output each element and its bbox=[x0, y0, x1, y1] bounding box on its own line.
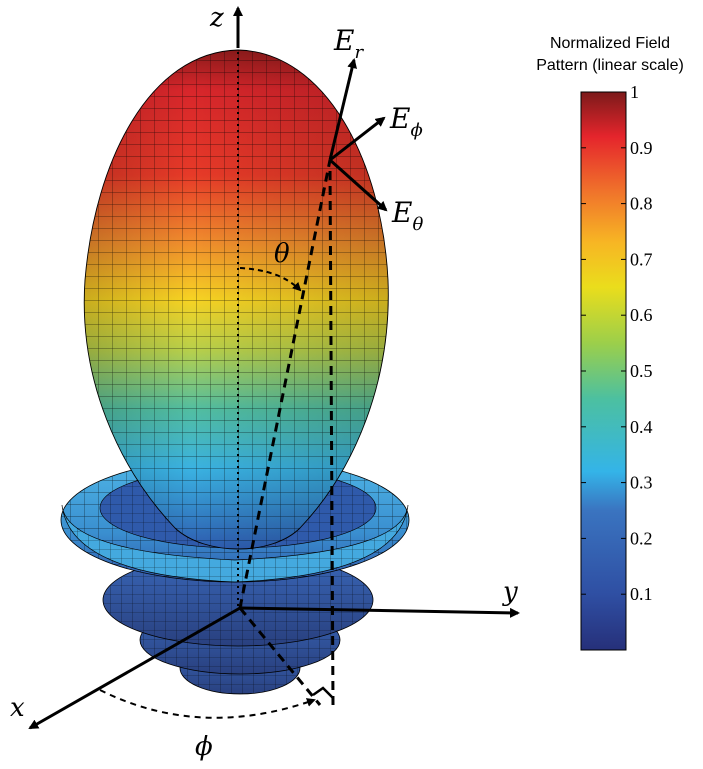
colorbar-tick-label: 0.4 bbox=[630, 417, 653, 437]
colorbar-ticks: 1 0.9 0.8 0.7 0.6 0.5 0.4 0.3 0.2 0.1 bbox=[581, 82, 653, 604]
ring-front-rim bbox=[61, 504, 409, 583]
e-theta-vector bbox=[329, 158, 388, 212]
theta-label: θ bbox=[274, 239, 290, 269]
e-r-label: Er bbox=[333, 24, 364, 63]
colorbar-gradient bbox=[580, 91, 627, 651]
colorbar-title-line1: Normalized Field bbox=[550, 35, 670, 52]
colorbar-tick-label: 0.3 bbox=[630, 473, 653, 493]
e-phi-vector bbox=[329, 116, 386, 162]
e-r-vector bbox=[328, 58, 357, 161]
phi-arc bbox=[99, 689, 316, 719]
x-axis-line bbox=[28, 606, 241, 730]
vertical-drop-line bbox=[328, 164, 335, 706]
colorbar-title-line2: Pattern (linear scale) bbox=[536, 57, 684, 74]
colorbar-tick-label: 0.1 bbox=[630, 584, 653, 604]
colorbar: Normalized Field Pattern (linear scale) … bbox=[536, 35, 684, 651]
right-angle-marker bbox=[312, 686, 334, 699]
radius-line bbox=[238, 159, 332, 609]
construction-lines bbox=[99, 159, 335, 719]
y-axis-line bbox=[239, 606, 520, 618]
coordinate-axes bbox=[28, 6, 520, 730]
colorbar-tick-label: 0.5 bbox=[630, 361, 653, 381]
colorbar-tick-label: 0.2 bbox=[630, 528, 653, 548]
y-axis-label: y bbox=[502, 577, 518, 607]
x-axis-label: x bbox=[10, 693, 25, 723]
colorbar-tick-label: 1 bbox=[630, 82, 639, 102]
e-phi-label: Eϕ bbox=[389, 102, 423, 141]
phi-label: ϕ bbox=[195, 732, 213, 762]
e-theta-label: Eθ bbox=[391, 196, 423, 235]
colorbar-tick-label: 0.9 bbox=[630, 138, 653, 158]
colorbar-tick-label: 0.8 bbox=[630, 194, 653, 214]
colorbar-tick-label: 0.6 bbox=[630, 305, 653, 325]
z-axis-label: z bbox=[209, 3, 224, 33]
rho-projection-line bbox=[238, 607, 322, 706]
colorbar-tick-label: 0.7 bbox=[630, 249, 653, 269]
field-vectors bbox=[328, 58, 388, 212]
main-lobe bbox=[83, 49, 389, 550]
